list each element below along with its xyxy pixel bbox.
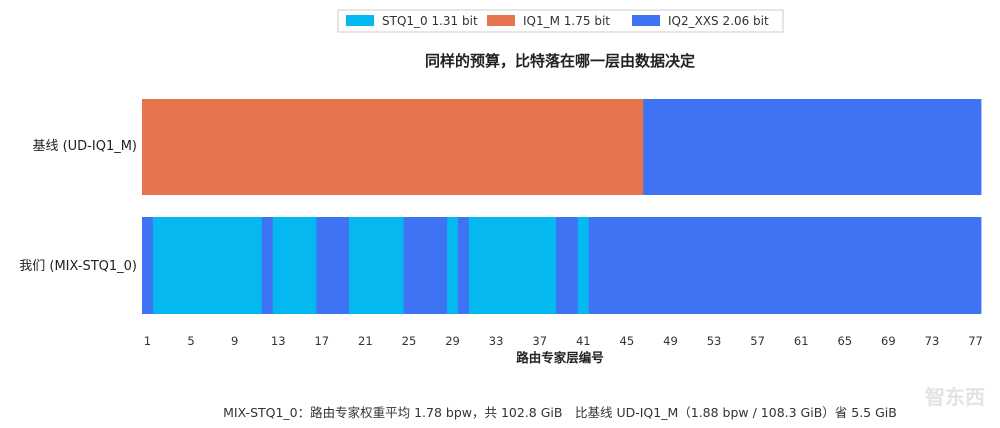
x-axis-ticks: 1 5 9 13 17 21 25 29 33 37 41 45 49 53 57 61 65 69 73 77 — [144, 334, 983, 348]
legend-swatch-iq1-m — [487, 15, 515, 26]
x-tick-label-17: 17 — [314, 334, 329, 348]
footer-note: MIX-STQ1_0：路由专家权重平均 1.78 bpw，共 102.8 GiB… — [223, 405, 897, 420]
row-label-ours: 我们 (MIX-STQ1_0) — [19, 259, 137, 274]
legend-label-stq1-0: STQ1_0 1.31 bit — [382, 14, 478, 28]
x-tick-label-65: 65 — [837, 334, 852, 348]
bar-segment-row1-4 — [316, 217, 350, 314]
x-tick-label-5: 5 — [187, 334, 194, 348]
x-tick-label-45: 45 — [620, 334, 635, 348]
x-tick-label-49: 49 — [663, 334, 678, 348]
x-tick-label-1: 1 — [144, 334, 151, 348]
bar-segment-row1-12 — [588, 217, 982, 314]
x-axis-label: 路由专家层编号 — [516, 350, 604, 365]
legend-swatch-iq2-xxs — [632, 15, 660, 26]
bar-segment-row1-8 — [457, 217, 470, 314]
bar-segment-row0-0 — [142, 99, 644, 195]
x-tick-label-37: 37 — [532, 334, 547, 348]
bar-segment-row1-3 — [272, 217, 317, 314]
x-tick-label-25: 25 — [402, 334, 417, 348]
bar-segment-row0-1 — [643, 99, 982, 195]
x-tick-label-21: 21 — [358, 334, 373, 348]
x-tick-label-13: 13 — [271, 334, 286, 348]
x-tick-label-61: 61 — [794, 334, 809, 348]
x-tick-label-53: 53 — [707, 334, 722, 348]
x-tick-label-33: 33 — [489, 334, 504, 348]
x-tick-label-9: 9 — [231, 334, 238, 348]
bar-segment-row1-10 — [556, 217, 579, 314]
x-tick-label-41: 41 — [576, 334, 591, 348]
bar-segment-row1-11 — [577, 217, 590, 314]
chart-title: 同样的预算，比特落在哪一层由数据决定 — [425, 52, 695, 70]
x-tick-label-77: 77 — [968, 334, 983, 348]
legend-swatch-stq1-0 — [346, 15, 374, 26]
x-tick-label-69: 69 — [881, 334, 896, 348]
x-tick-label-29: 29 — [445, 334, 460, 348]
x-tick-label-73: 73 — [925, 334, 940, 348]
legend: STQ1_0 1.31 bit IQ1_M 1.75 bit IQ2_XXS 2… — [337, 9, 784, 33]
bar-segment-row1-7 — [447, 217, 459, 314]
row-label-baseline: 基线 (UD-IQ1_M) — [32, 139, 137, 154]
legend-label-iq2-xxs: IQ2_XXS 2.06 bit — [668, 14, 769, 28]
bar-segment-row1-6 — [403, 217, 448, 314]
bar-segment-row1-2 — [261, 217, 274, 314]
bar-segment-row1-9 — [468, 217, 557, 314]
bar-segment-row1-0 — [142, 217, 154, 314]
legend-label-iq1-m: IQ1_M 1.75 bit — [523, 14, 610, 28]
bar-segment-row1-5 — [349, 217, 404, 314]
watermark-logo: 智东西 — [925, 385, 985, 409]
bar-segment-row1-1 — [152, 217, 263, 314]
x-tick-label-57: 57 — [750, 334, 765, 348]
legend-box — [337, 9, 784, 33]
bar-rows — [142, 99, 982, 314]
